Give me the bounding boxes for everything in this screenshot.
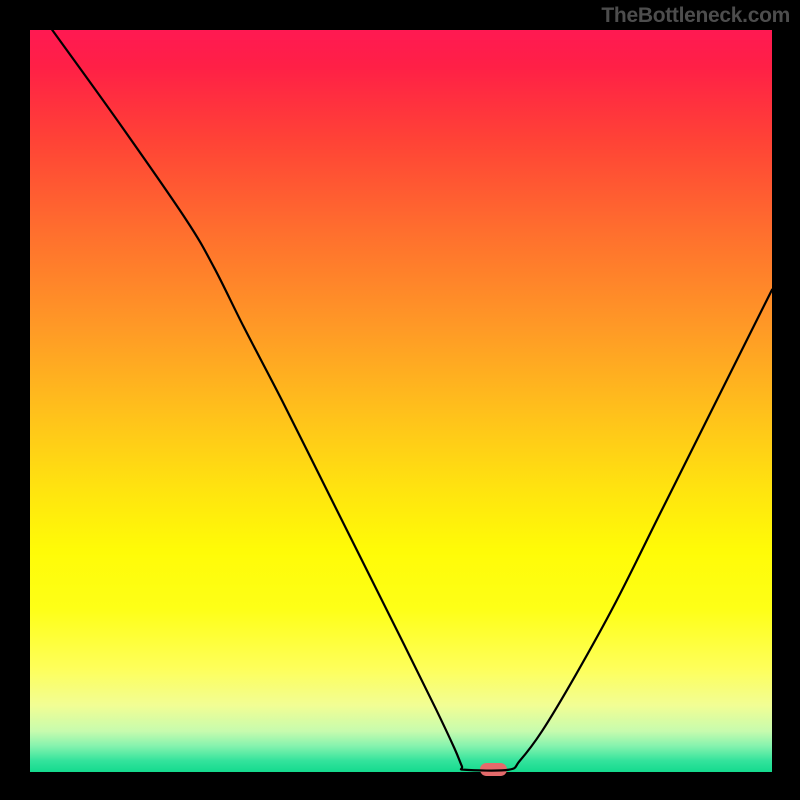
watermark-text: TheBottleneck.com bbox=[601, 4, 790, 28]
marker-pill bbox=[480, 763, 507, 776]
plot-area bbox=[30, 30, 772, 772]
chart-container: TheBottleneck.com bbox=[0, 0, 800, 800]
